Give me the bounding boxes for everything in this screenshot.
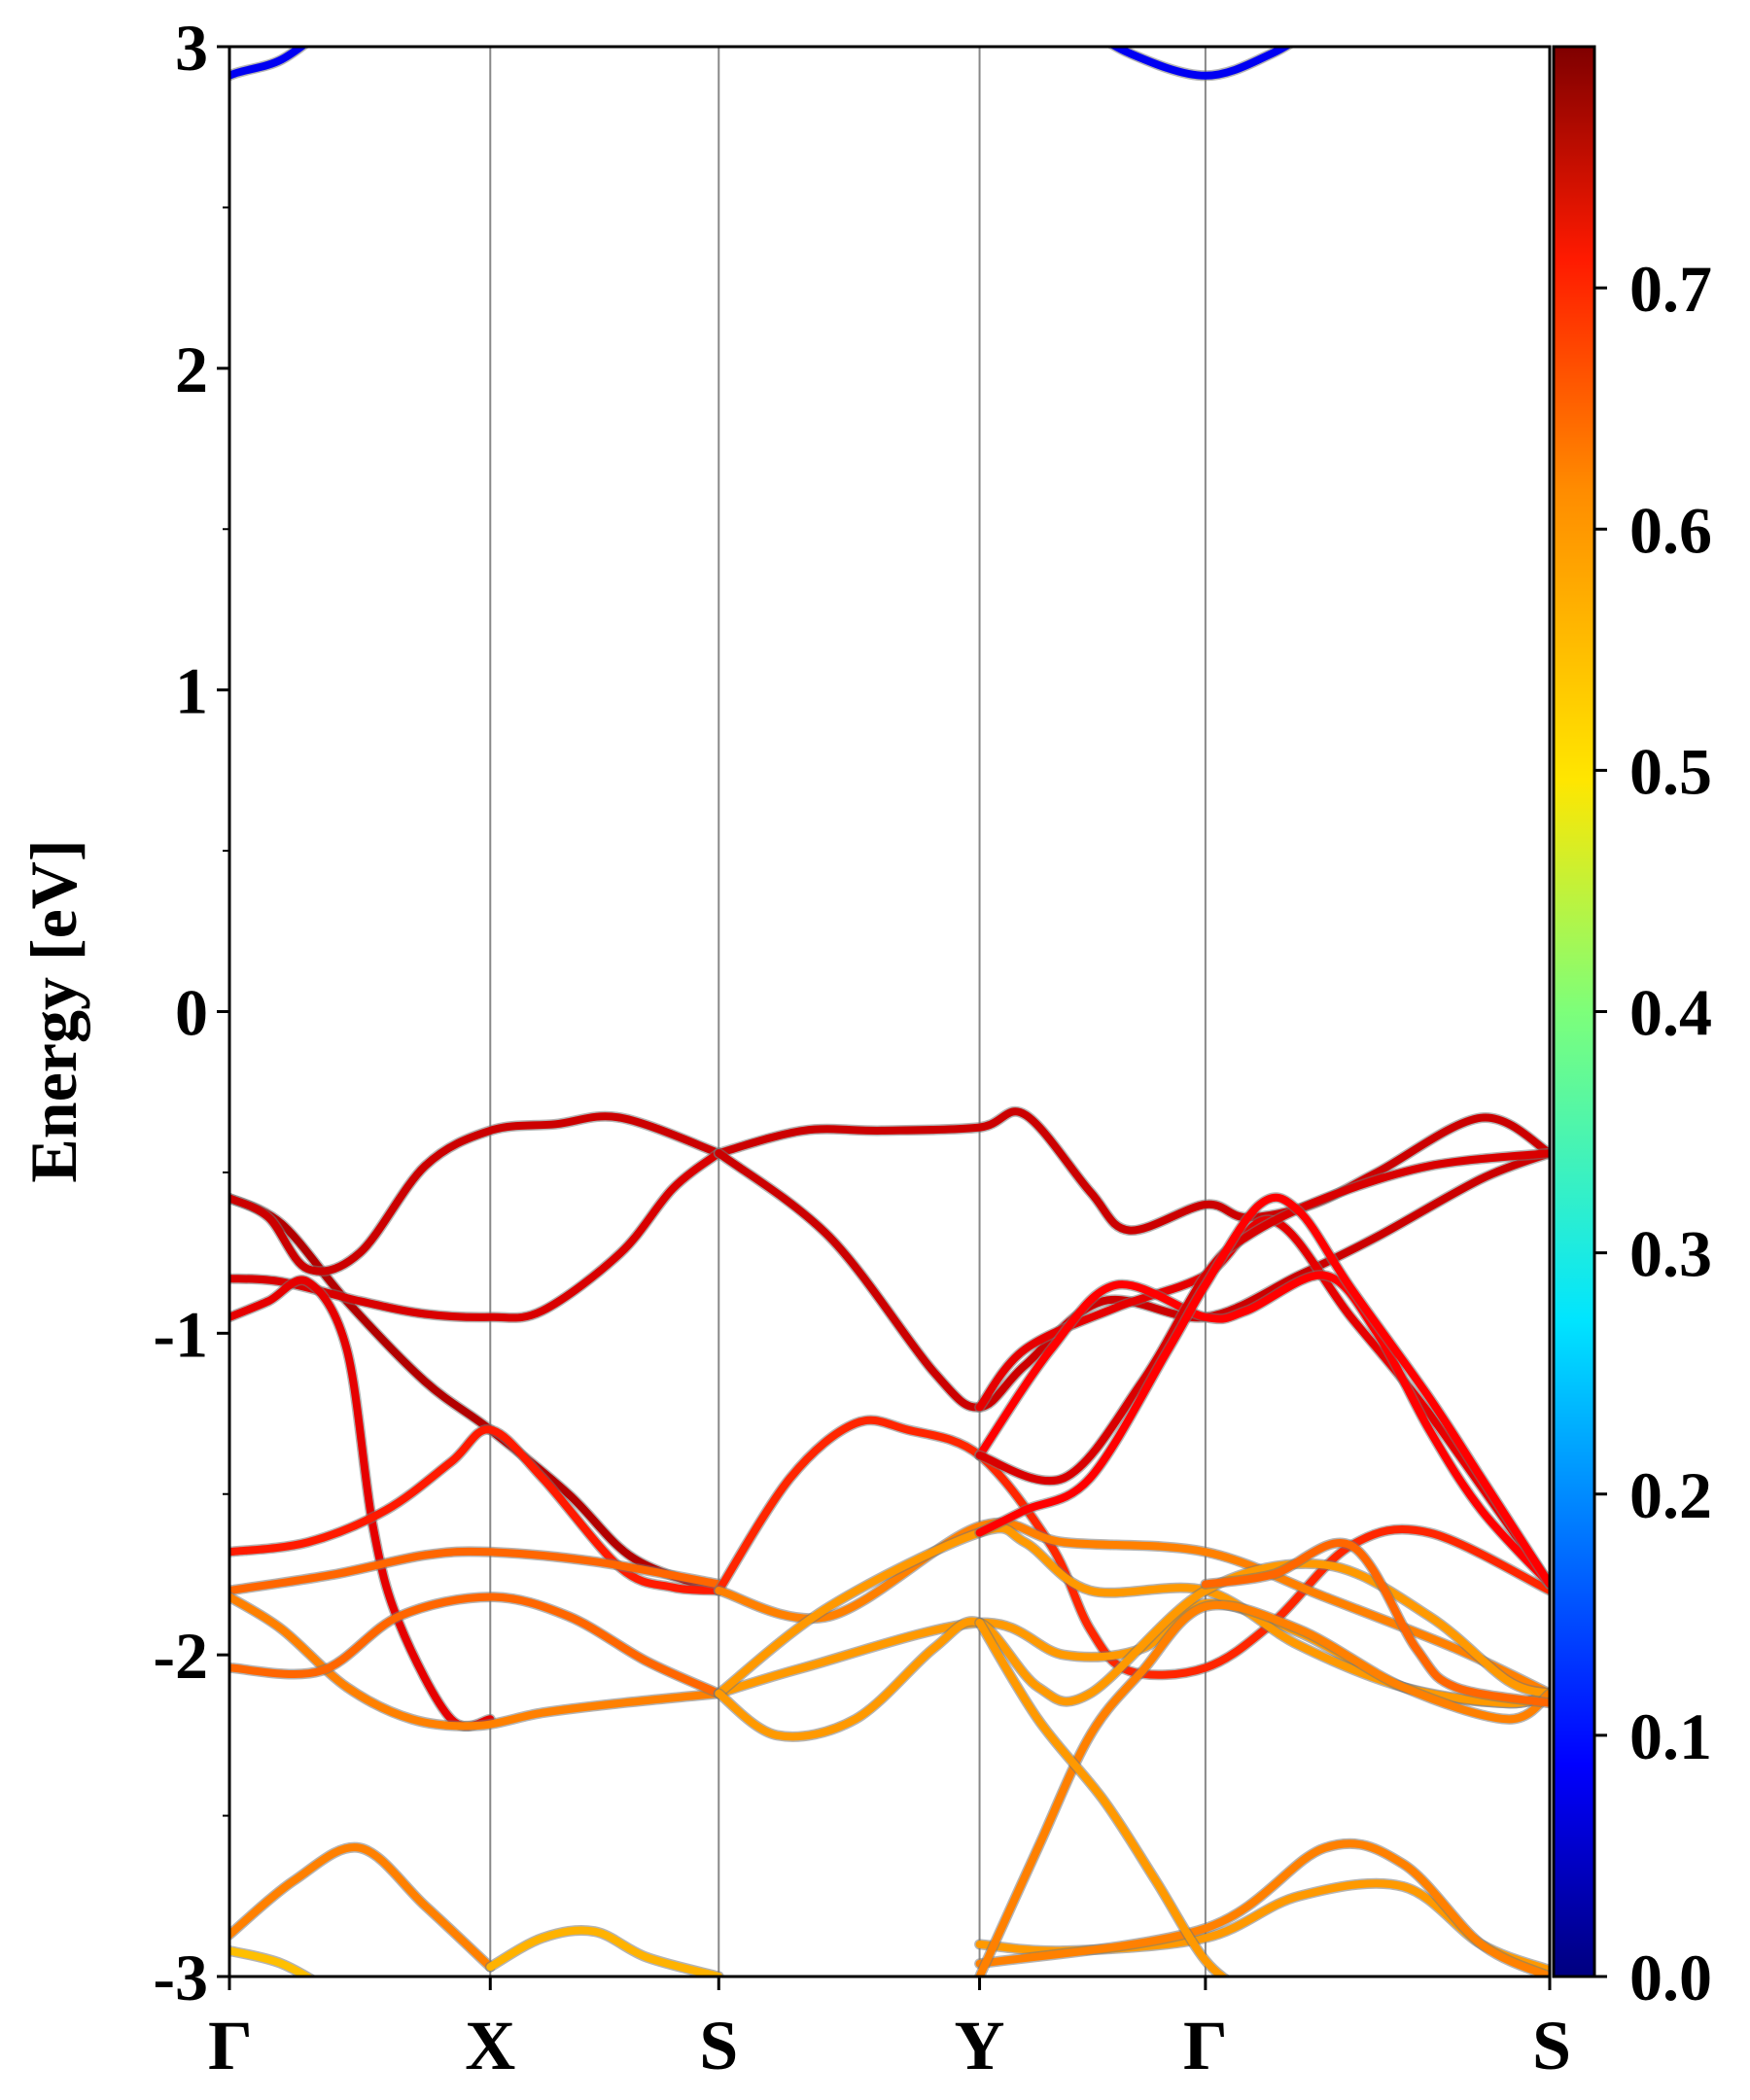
- band-line: [715, 1519, 1550, 1698]
- x-tick-label: Γ: [1183, 2007, 1228, 2084]
- colorbar-ticks: 0.0 0.1 0.2 0.3 0.4 0.5 0.6 0.7: [1594, 252, 1712, 2014]
- y-tick-label: -2: [153, 1619, 208, 1693]
- band-line: [715, 1559, 1550, 1741]
- band-line: [229, 1946, 315, 1977]
- colorbar-tick-label: 0.2: [1629, 1458, 1712, 1532]
- x-tick-label: X: [465, 2007, 515, 2084]
- colorbar-tick-label: 0.7: [1629, 252, 1712, 326]
- band-line: [229, 1592, 723, 1698]
- band-line: [975, 1271, 1550, 1589]
- x-tick-label: S: [1532, 2007, 1571, 2084]
- y-tick-label: 3: [175, 11, 208, 85]
- y-tick-label: 2: [175, 332, 208, 406]
- band-line: [715, 1149, 1550, 1412]
- colorbar-tick-label: 0.4: [1629, 976, 1712, 1050]
- band-outline: [713, 1147, 1550, 1413]
- band-line: [975, 1839, 1550, 1977]
- colorbar-tick-label: 0.1: [1629, 1699, 1712, 1773]
- band-outline: [974, 1192, 1550, 1590]
- band-line: [229, 1843, 495, 1972]
- band-outline: [974, 1214, 1550, 1590]
- y-axis: -3 -2 -1 0 1 2 3: [153, 11, 229, 2014]
- colorbar-gradient: [1552, 45, 1596, 1978]
- band-outline: [229, 1147, 724, 1323]
- band-outline: [229, 1275, 496, 1732]
- plot-area: -3 -2 -1 0 1 2 3 Γ X S Y Γ S: [153, 11, 1571, 2084]
- band-line: [1201, 1539, 1550, 1707]
- band-line: [715, 1416, 1550, 1679]
- band-line: [486, 1926, 723, 1977]
- y-tick-label: 1: [175, 654, 208, 728]
- x-tick-label: S: [699, 2007, 738, 2084]
- band-outline: [229, 1841, 496, 1973]
- band-line: [229, 1149, 723, 1322]
- bands-group: [229, 47, 1550, 1977]
- x-tick-label: Y: [955, 2007, 1005, 2084]
- band-outline: [229, 47, 310, 83]
- band-line: [715, 1107, 1550, 1235]
- y-tick-label: -1: [153, 1297, 208, 1371]
- band-line: [229, 1547, 723, 1594]
- band-outline: [229, 1192, 724, 1596]
- band-line: [229, 1425, 723, 1594]
- band-line: [975, 1600, 1550, 1977]
- kpoint-grid-lines: [489, 47, 1207, 1977]
- band-line: [229, 1276, 495, 1731]
- band-line: [229, 1592, 723, 1731]
- band-line: [229, 1112, 723, 1276]
- colorbar-tick-label: 0.3: [1629, 1217, 1712, 1291]
- colorbar-tick-label: 0.5: [1629, 734, 1712, 808]
- x-tick-label: Γ: [208, 2007, 253, 2084]
- y-axis-label: Energy [eV]: [17, 839, 90, 1182]
- band-line: [975, 1215, 1550, 1589]
- colorbar-tick-label: 0.6: [1629, 493, 1712, 567]
- band-line: [229, 47, 308, 81]
- band-line: [1108, 47, 1293, 80]
- colorbar-tick-label: 0.0: [1629, 1941, 1712, 2014]
- band-line: [975, 1193, 1550, 1589]
- band-line: [229, 1194, 723, 1594]
- y-tick-label: 0: [175, 976, 208, 1050]
- colorbar: 0.0 0.1 0.2 0.3 0.4 0.5 0.6 0.7: [1552, 45, 1712, 2014]
- band-line: [975, 1619, 1229, 1977]
- y-tick-label: -3: [153, 1941, 208, 2014]
